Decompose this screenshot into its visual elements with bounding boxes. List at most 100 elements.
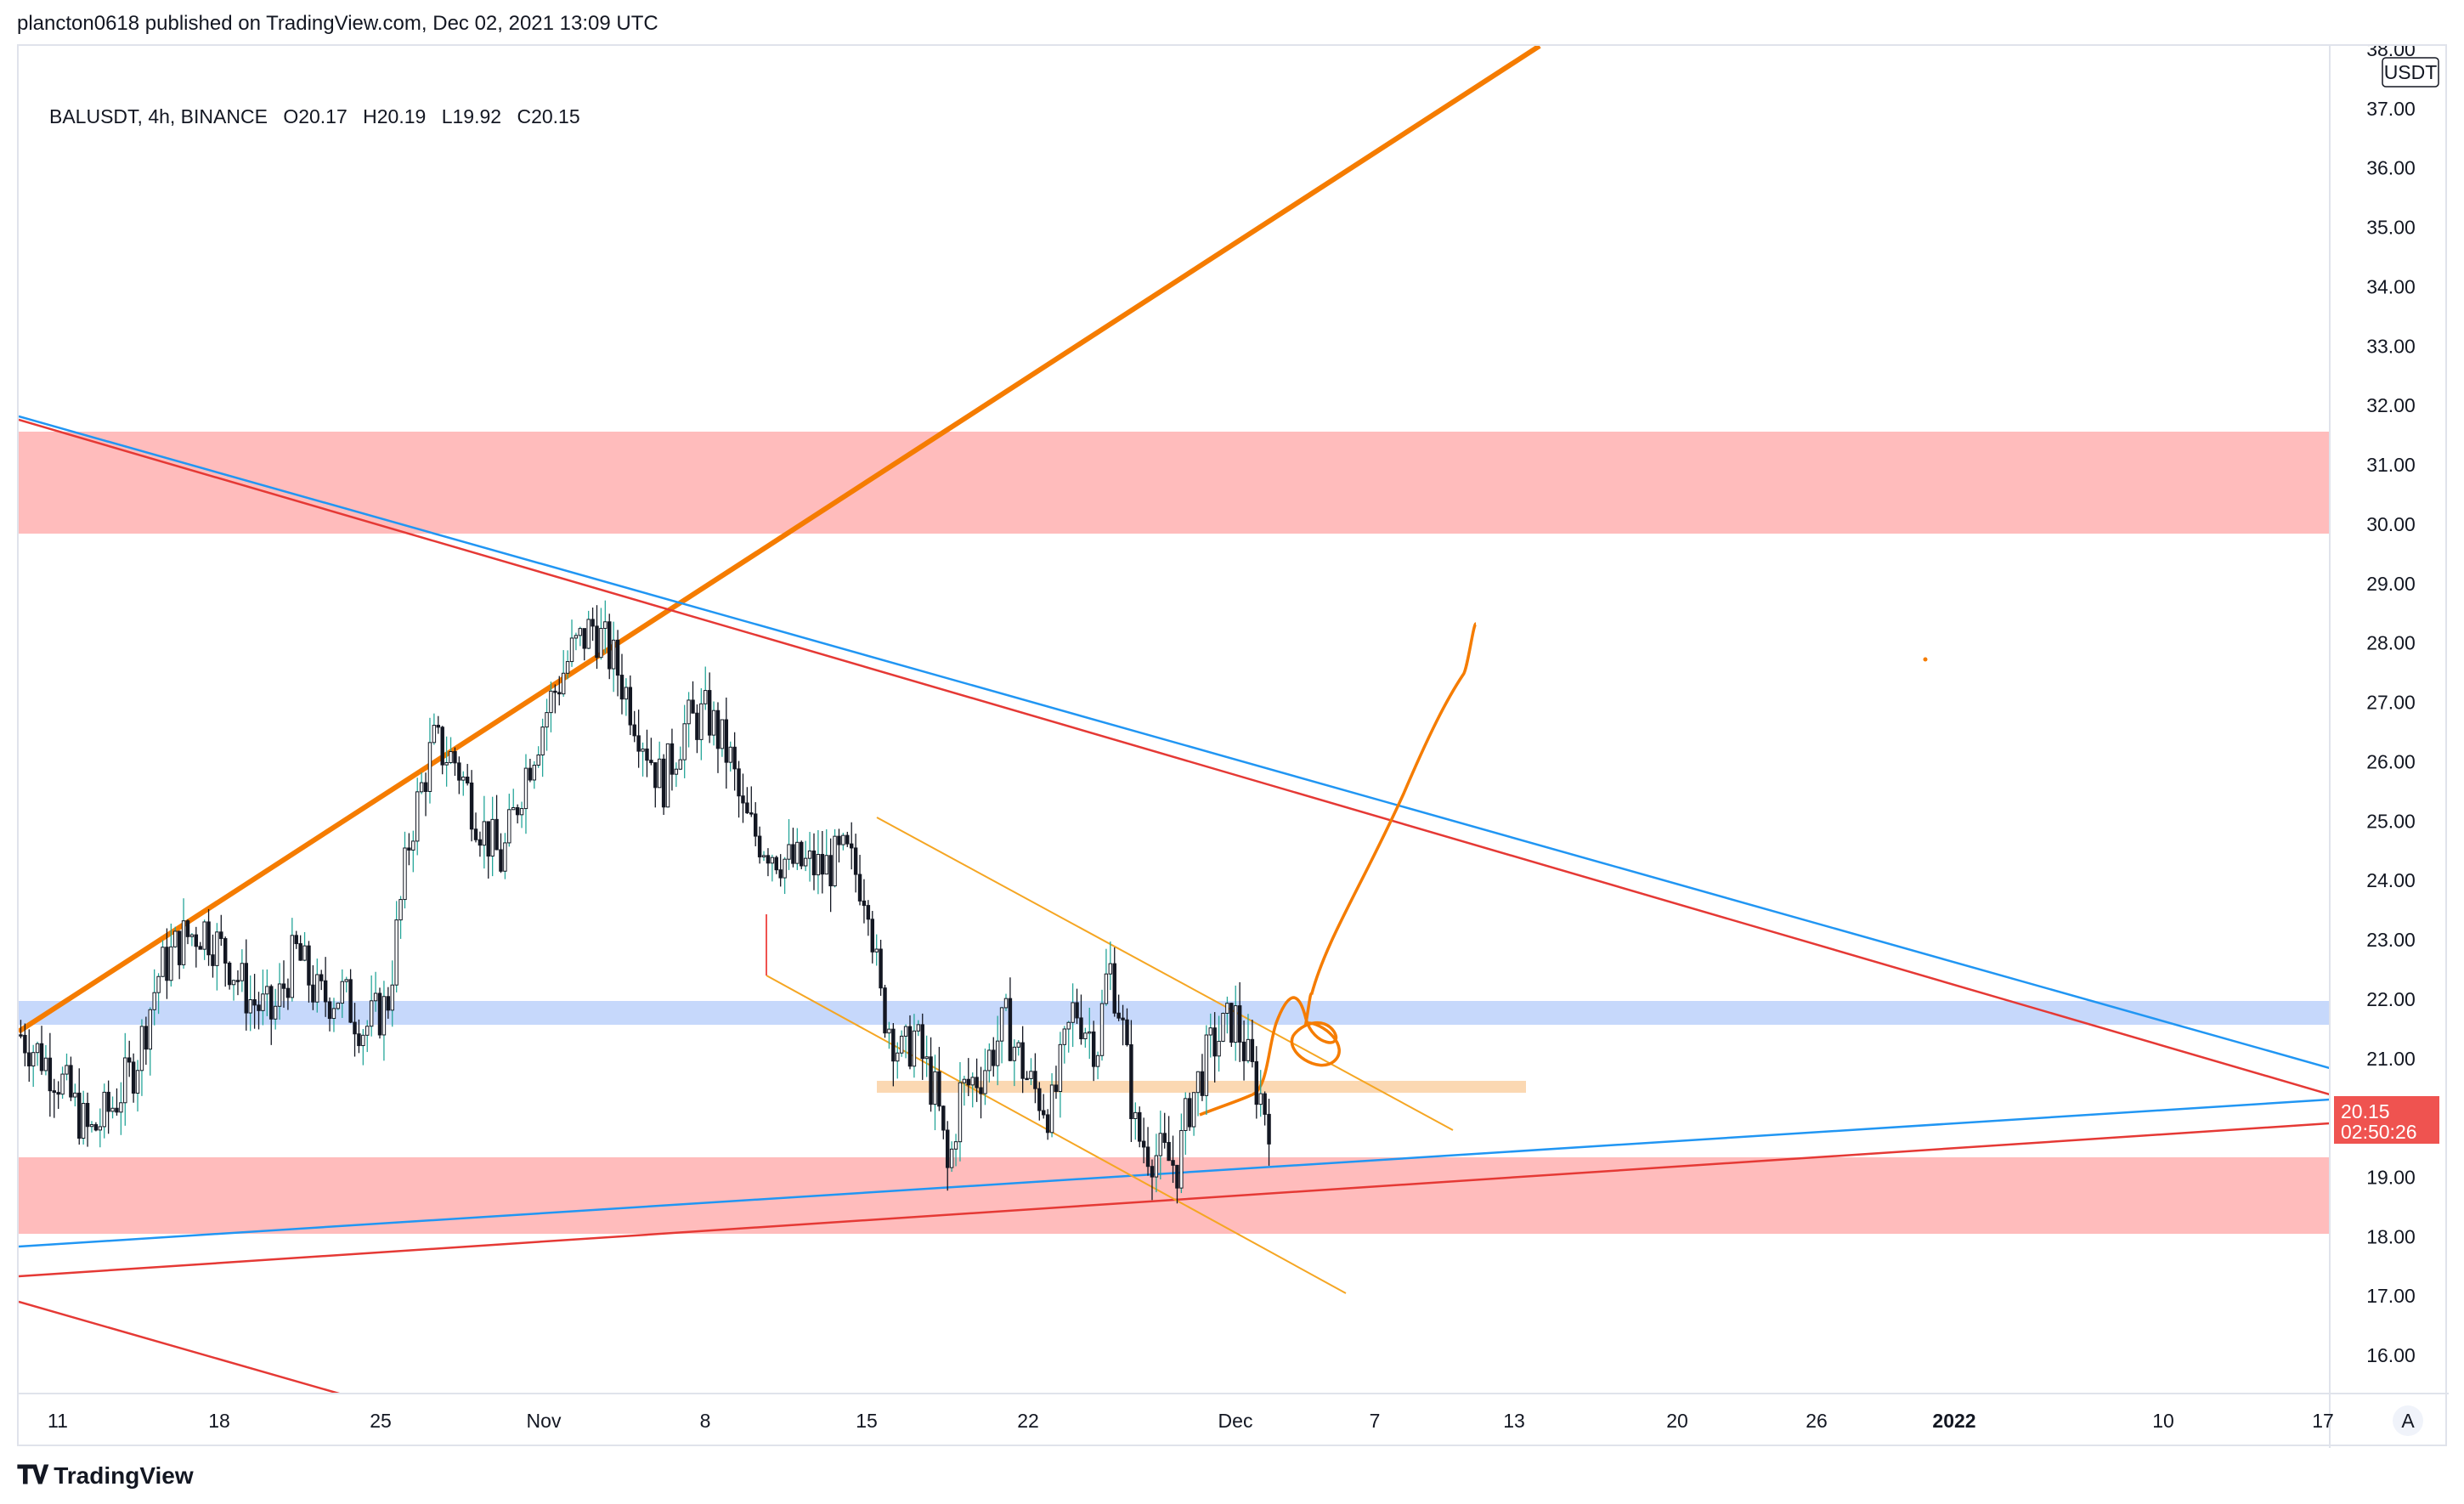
candle-body (1250, 1038, 1255, 1062)
demand-zone (19, 1001, 2330, 1025)
candle-body (115, 1107, 119, 1113)
candle-body (1025, 1077, 1029, 1081)
candle-body (1016, 1042, 1020, 1048)
candle-body (879, 948, 883, 989)
candle-body (215, 931, 219, 966)
candle-body (691, 699, 695, 714)
candle-body (540, 727, 545, 755)
candle-body (181, 920, 186, 965)
candle-body (311, 984, 315, 1003)
candle-body (281, 983, 286, 989)
chart-frame[interactable]: 16.0017.0018.0019.0020.0021.0022.0023.00… (17, 44, 2449, 1448)
candle-body (1254, 1060, 1259, 1105)
currency-badge[interactable]: USDT (2384, 61, 2438, 83)
candle-body (473, 828, 478, 840)
candle-body (85, 1102, 90, 1128)
candle-body (165, 947, 169, 981)
candle-body (866, 905, 871, 920)
tradingview-brand[interactable]: 𝐓𝐕 TradingView (17, 1462, 194, 1490)
candle-body (649, 760, 653, 764)
candle-body (1229, 1003, 1234, 1043)
candle-body (907, 1026, 913, 1067)
candle-body (670, 743, 675, 775)
time-tick-label: 25 (370, 1410, 392, 1432)
candle-body (1042, 1110, 1046, 1116)
price-tick-label: 37.00 (2366, 98, 2416, 120)
candle-body (1020, 1042, 1025, 1079)
candle-body (1108, 963, 1113, 975)
candle-body (1150, 1166, 1155, 1178)
candle-body (603, 621, 608, 630)
candle-body (962, 1078, 967, 1083)
candle-body (619, 675, 624, 700)
candle-body (674, 768, 679, 775)
candle-body (503, 842, 507, 872)
candle-body (377, 992, 382, 1036)
candle-body (574, 635, 579, 639)
candle-body (1049, 1084, 1054, 1134)
candle-body (1104, 973, 1109, 1004)
high-value: H20.19 (363, 105, 427, 127)
candle-body (591, 619, 595, 627)
candle-body (857, 874, 862, 902)
candle-body (628, 687, 633, 726)
candle-body (636, 735, 641, 752)
candle-body (194, 934, 199, 947)
auto-scale-button[interactable]: A (2401, 1410, 2415, 1432)
candle-body (816, 853, 821, 876)
candle-body (958, 1082, 963, 1143)
candle-body (553, 690, 557, 693)
time-tick-label: 18 (208, 1410, 230, 1432)
candle-body (715, 710, 721, 749)
candle-body (1267, 1113, 1271, 1145)
candle-body (711, 710, 716, 736)
candle-body (891, 1028, 896, 1062)
candle-body (1012, 1046, 1017, 1061)
candle-body (344, 979, 348, 982)
time-axis[interactable]: 11 18 25 Nov 8 15 22 Dec 7 13 20 26 2022 10 17 (48, 1410, 2334, 1432)
candle-body (528, 767, 533, 781)
candle-body (657, 758, 662, 789)
candle-body (436, 725, 441, 728)
candle-body (511, 806, 516, 811)
candle-body (611, 639, 616, 670)
candle-body (423, 782, 428, 792)
candle-body (127, 1057, 132, 1063)
candle-body (992, 1049, 996, 1066)
time-tick-label: 26 (1806, 1410, 1828, 1432)
candle-body (23, 1034, 27, 1054)
candle-body (608, 621, 612, 670)
candle-body (507, 809, 511, 844)
candle-body (273, 1005, 278, 1020)
candle-body (532, 765, 537, 781)
candle-body (916, 1024, 921, 1032)
candle-body (945, 1129, 950, 1168)
candle-body (494, 818, 499, 851)
candle-body (896, 1052, 900, 1062)
stray-dot (1923, 657, 1928, 662)
candle-body (924, 1056, 929, 1060)
candle-body (523, 767, 528, 810)
candle-body (1195, 1071, 1201, 1094)
candle-body (1112, 963, 1116, 1014)
chart-canvas[interactable]: 16.0017.0018.0019.0020.0021.0022.0023.00… (19, 46, 2449, 1448)
candle-body (427, 742, 432, 792)
candle-body (77, 1092, 82, 1139)
price-axis[interactable]: 16.0017.0018.0019.0020.0021.0022.0023.00… (2366, 46, 2416, 1366)
candle-body (490, 818, 494, 857)
candle-countdown: 02:50:26 (2341, 1121, 2417, 1143)
candle-body (707, 690, 712, 736)
candle-body (1191, 1092, 1196, 1128)
candle-body (1204, 1034, 1209, 1096)
candle-body (1258, 1093, 1263, 1105)
candle-body (724, 719, 729, 763)
candle-body (161, 947, 165, 977)
candle-body (453, 750, 457, 764)
candle-body (682, 723, 687, 760)
auto-scale-button-bg[interactable] (2393, 1405, 2423, 1436)
candle-body (1058, 1043, 1063, 1093)
candle-body (582, 628, 586, 649)
candle-body (73, 1092, 77, 1098)
candle-body (862, 900, 867, 907)
currency-badge-frame[interactable] (2382, 57, 2439, 88)
